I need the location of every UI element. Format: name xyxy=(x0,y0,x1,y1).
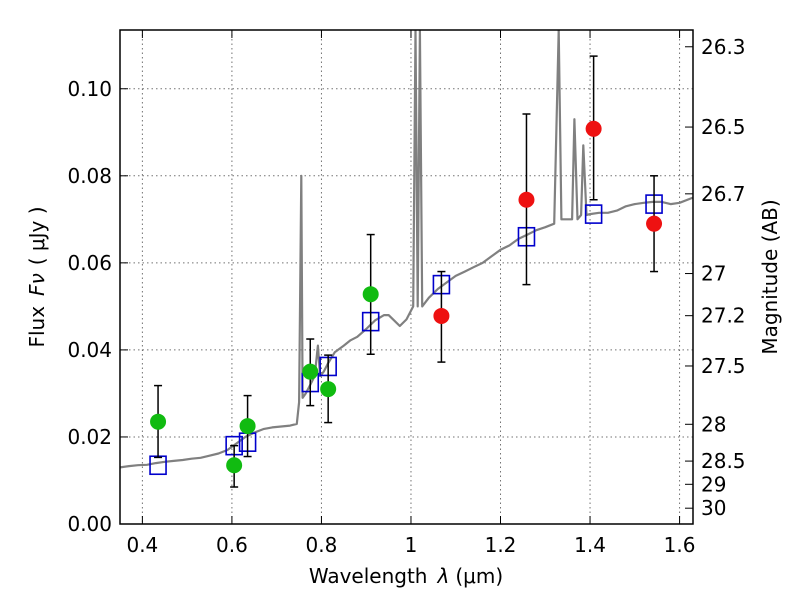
x-axis-label: Wavelength λ (μm) xyxy=(309,564,503,588)
model-spectrum-line xyxy=(120,30,693,469)
right-tick-label: 26.5 xyxy=(701,115,746,139)
green-data-point xyxy=(320,381,337,398)
green-data-point xyxy=(150,413,167,430)
red-data-point xyxy=(646,215,663,232)
y-tick-label: 0.06 xyxy=(67,251,112,275)
red-data-point xyxy=(433,307,450,324)
plot-area xyxy=(120,30,693,488)
right-tick-label: 28.5 xyxy=(701,449,746,473)
x-tick-label: 1.6 xyxy=(664,533,696,557)
y-tick-label: 0.02 xyxy=(67,425,112,449)
y-axis-label: FluxFν( μJy ) xyxy=(25,206,49,347)
x-tick-label: 0.8 xyxy=(306,533,338,557)
right-tick-label: 26.7 xyxy=(701,182,746,206)
right-tick-label: 27.2 xyxy=(701,304,746,328)
model-square-marker xyxy=(149,455,167,476)
green-data-point xyxy=(362,286,379,303)
right-tick-label: 27 xyxy=(701,262,726,286)
right-tick-label: 26.3 xyxy=(701,35,746,59)
right-tick-label: 28 xyxy=(701,412,726,436)
red-data-point xyxy=(585,120,602,137)
model-square-marker xyxy=(584,204,603,224)
x-tick-label: 1 xyxy=(405,533,418,557)
right-tick-label: 27.5 xyxy=(701,354,746,378)
x-tick-label: 0.4 xyxy=(126,533,158,557)
green-data-point xyxy=(239,418,256,435)
y-tick-label: 0.08 xyxy=(67,164,112,188)
green-data-point xyxy=(226,457,243,474)
y-tick-label: 0.04 xyxy=(67,338,112,362)
x-tick-label: 1.2 xyxy=(485,533,517,557)
grid-lines xyxy=(120,30,693,525)
y-axis-right-label: Magnitude (AB) xyxy=(758,199,782,354)
red-data-point xyxy=(518,191,535,208)
green-data-point xyxy=(302,363,319,380)
y-tick-label: 0.00 xyxy=(67,512,112,536)
x-tick-label: 0.6 xyxy=(216,533,248,557)
x-tick-label: 1.4 xyxy=(574,533,606,557)
right-tick-label: 29 xyxy=(701,472,726,496)
axes-frame xyxy=(119,29,694,525)
y-tick-label: 0.10 xyxy=(67,77,112,101)
right-tick-label: 30 xyxy=(701,496,726,520)
axis-ticks: 0.4 0.6 0.8 1 1.2 1.4 1.6 0.00 0.02 0.04 0.06 0.08 0… xyxy=(67,30,746,557)
